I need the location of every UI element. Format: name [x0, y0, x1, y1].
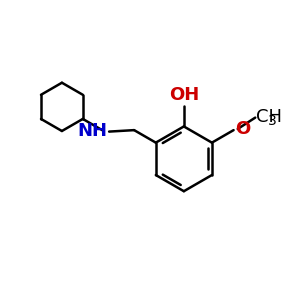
Text: O: O — [235, 120, 250, 138]
Text: CH: CH — [256, 108, 282, 126]
Text: NH: NH — [78, 122, 108, 140]
Text: 3: 3 — [268, 114, 276, 128]
Text: OH: OH — [169, 86, 199, 104]
